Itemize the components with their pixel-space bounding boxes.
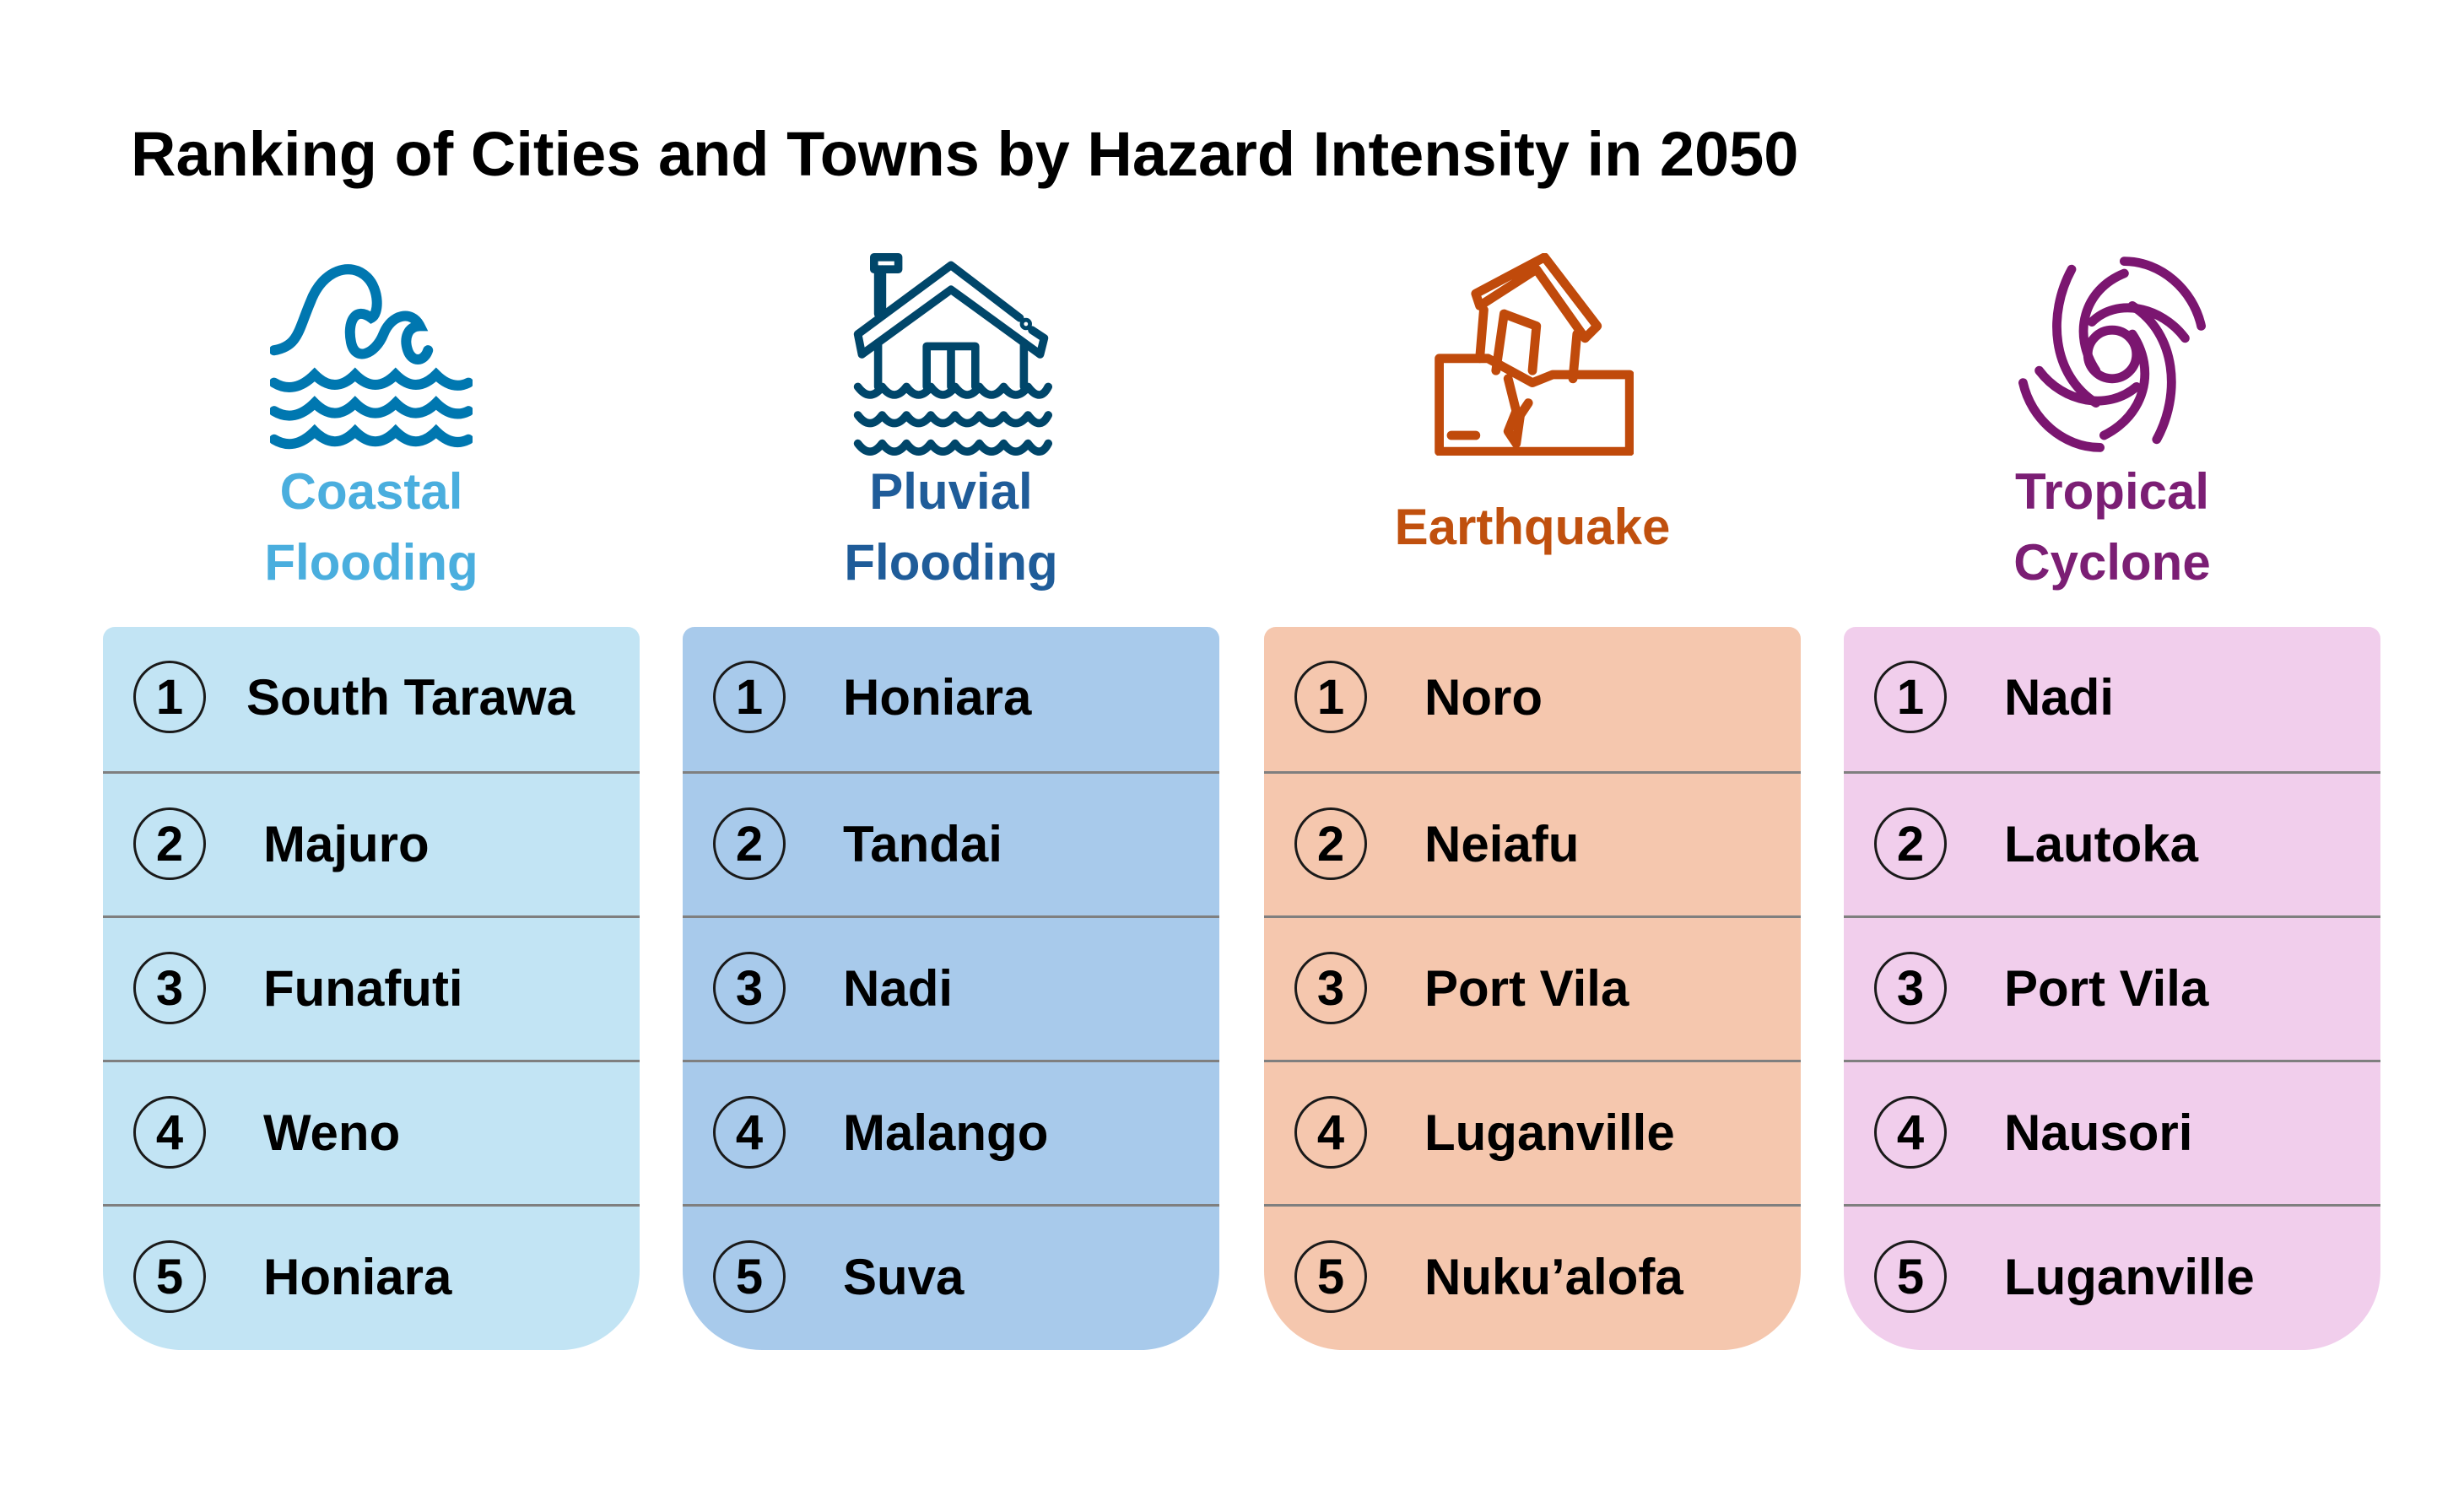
city-name: Port Vila bbox=[2004, 959, 2209, 1017]
rank-badge: 5 bbox=[1294, 1240, 1367, 1313]
ranking-row: 3 Port Vila bbox=[1844, 915, 2380, 1058]
hazard-label-line: Cyclone bbox=[2013, 534, 2211, 591]
rank-badge: 3 bbox=[1294, 952, 1367, 1024]
ranking-row: 5 Suva bbox=[683, 1204, 1219, 1347]
hazard-label-line: Flooding bbox=[844, 534, 1058, 591]
ranking-row: 5 Nuku’alofa bbox=[1264, 1204, 1801, 1347]
city-name: Suva bbox=[843, 1248, 965, 1305]
city-name: Lautoka bbox=[2004, 815, 2199, 872]
flooded-house-icon bbox=[850, 253, 1052, 456]
city-name: Luganville bbox=[2004, 1248, 2255, 1305]
ranking-row: 1 Nadi bbox=[1844, 627, 2380, 767]
ranking-list: 1 Nadi 2 Lautoka 3 Port Vila 4 Nausori 5 Luganvil… bbox=[1844, 627, 2380, 1350]
rank-badge: 3 bbox=[133, 952, 206, 1024]
rank-badge: 5 bbox=[713, 1240, 786, 1313]
ranking-row: 2 Majuro bbox=[103, 771, 640, 914]
city-name: Nadi bbox=[843, 959, 954, 1017]
city-name: Nausori bbox=[2004, 1104, 2193, 1161]
ranking-row: 2 Neiafu bbox=[1264, 771, 1801, 914]
rank-badge: 4 bbox=[1874, 1096, 1947, 1169]
rank-badge: 1 bbox=[1294, 661, 1367, 733]
city-name: South Tarawa bbox=[246, 668, 575, 726]
city-name: Honiara bbox=[843, 668, 1032, 726]
city-name: Weno bbox=[263, 1104, 401, 1161]
hazard-label-line: Earthquake bbox=[1394, 499, 1671, 555]
rank-badge: 2 bbox=[713, 807, 786, 880]
ranking-row: 1 Noro bbox=[1264, 627, 1801, 767]
cyclone-icon bbox=[2011, 253, 2213, 456]
hazard-column-pluvial-flooding: Pluvial Flooding 1 Honiara 2 Tandai 3 Nadi 4 Mala… bbox=[683, 253, 1219, 1350]
rank-badge: 3 bbox=[713, 952, 786, 1024]
rank-badge: 1 bbox=[713, 661, 786, 733]
ranking-row: 3 Funafuti bbox=[103, 915, 640, 1058]
ranking-row: 3 Port Vila bbox=[1264, 915, 1801, 1058]
rank-badge: 3 bbox=[1874, 952, 1947, 1024]
city-name: Luganville bbox=[1424, 1104, 1675, 1161]
city-name: Port Vila bbox=[1424, 959, 1629, 1017]
rank-badge: 1 bbox=[133, 661, 206, 733]
hazard-column-earthquake: Earthquake 1 Noro 2 Neiafu 3 Port Vila 4 Luganvi… bbox=[1264, 252, 1801, 1350]
ranking-list: 1 South Tarawa 2 Majuro 3 Funafuti 4 Weno 5 Honia… bbox=[103, 627, 640, 1350]
rank-badge: 4 bbox=[713, 1096, 786, 1169]
rank-badge: 2 bbox=[133, 807, 206, 880]
hazard-label-line: Coastal bbox=[279, 463, 463, 520]
hazard-label: Earthquake bbox=[1264, 447, 1801, 608]
ranking-row: 5 Luganville bbox=[1844, 1204, 2380, 1347]
ranking-row: 2 Tandai bbox=[683, 771, 1219, 914]
city-name: Nuku’alofa bbox=[1424, 1248, 1683, 1305]
wave-icon bbox=[268, 253, 474, 456]
city-name: Neiafu bbox=[1424, 815, 1580, 872]
hazard-label-line: Flooding bbox=[264, 534, 478, 591]
ranking-row: 4 Malango bbox=[683, 1060, 1219, 1202]
ranking-row: 1 South Tarawa bbox=[103, 627, 640, 767]
hazard-column-tropical-cyclone: Tropical Cyclone 1 Nadi 2 Lautoka 3 Port Vila 4 N… bbox=[1844, 253, 2380, 1350]
ranking-list: 1 Noro 2 Neiafu 3 Port Vila 4 Luganville 5 Nuku’a… bbox=[1264, 627, 1801, 1350]
ranking-row: 1 Honiara bbox=[683, 627, 1219, 767]
page-title: Ranking of Cities and Towns by Hazard In… bbox=[131, 119, 1799, 189]
rank-badge: 2 bbox=[1874, 807, 1947, 880]
rank-badge: 2 bbox=[1294, 807, 1367, 880]
rank-badge: 4 bbox=[133, 1096, 206, 1169]
ranking-row: 4 Weno bbox=[103, 1060, 640, 1202]
rank-badge: 4 bbox=[1294, 1096, 1367, 1169]
city-name: Malango bbox=[843, 1104, 1049, 1161]
hazard-column-coastal-flooding: Coastal Flooding 1 South Tarawa 2 Majuro 3 Funa… bbox=[103, 253, 640, 1350]
city-name: Honiara bbox=[263, 1248, 452, 1305]
city-name: Tandai bbox=[843, 815, 1002, 872]
city-name: Funafuti bbox=[263, 959, 463, 1017]
ranking-row: 2 Lautoka bbox=[1844, 771, 2380, 914]
ranking-row: 5 Honiara bbox=[103, 1204, 640, 1347]
ranking-row: 3 Nadi bbox=[683, 915, 1219, 1058]
earthquake-house-icon bbox=[1431, 252, 1635, 456]
hazard-label: Pluvial Flooding bbox=[683, 447, 1219, 608]
ranking-row: 4 Nausori bbox=[1844, 1060, 2380, 1202]
rank-badge: 1 bbox=[1874, 661, 1947, 733]
rank-badge: 5 bbox=[133, 1240, 206, 1313]
hazard-label-line: Pluvial bbox=[869, 463, 1033, 520]
hazard-label: Coastal Flooding bbox=[103, 447, 640, 608]
rank-badge: 5 bbox=[1874, 1240, 1947, 1313]
hazard-label-line: Tropical bbox=[2014, 463, 2210, 520]
hazard-label: Tropical Cyclone bbox=[1844, 447, 2380, 608]
city-name: Noro bbox=[1424, 668, 1543, 726]
city-name: Majuro bbox=[263, 815, 430, 872]
ranking-row: 4 Luganville bbox=[1264, 1060, 1801, 1202]
city-name: Nadi bbox=[2004, 668, 2115, 726]
ranking-list: 1 Honiara 2 Tandai 3 Nadi 4 Malango 5 Suva bbox=[683, 627, 1219, 1350]
